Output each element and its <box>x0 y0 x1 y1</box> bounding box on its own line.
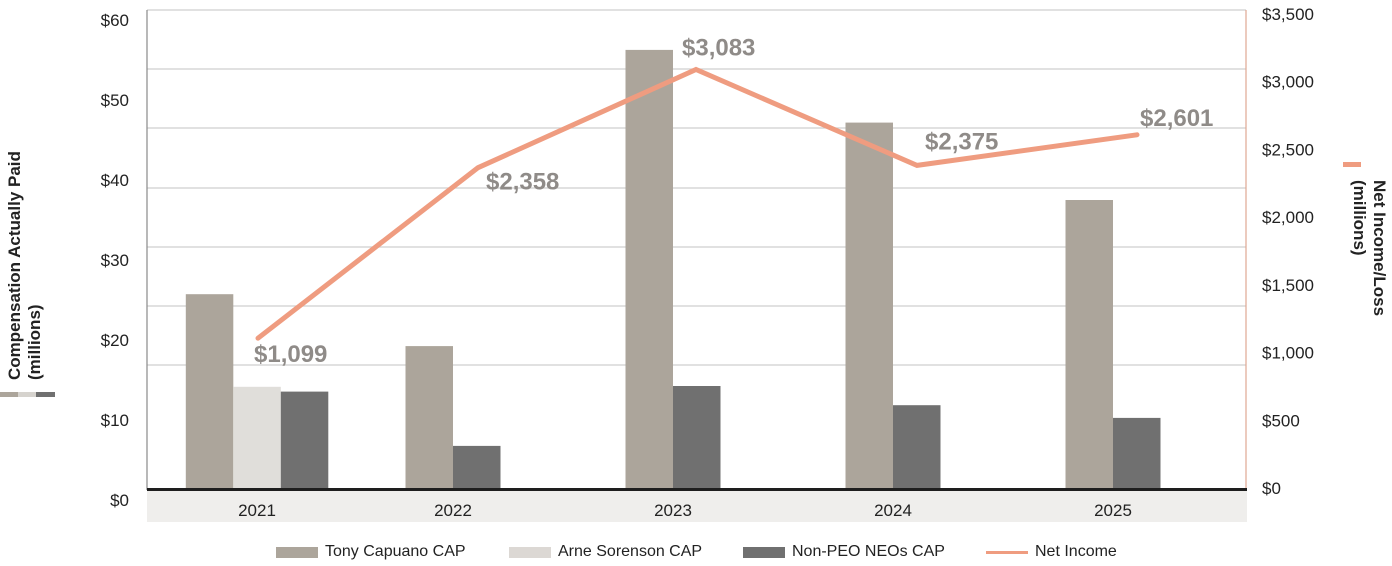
legend-swatch-tony <box>276 546 318 558</box>
bar-tony-capuano-cap-2021 <box>185 294 234 489</box>
bar-non-peo-neos-cap-2022 <box>453 445 501 489</box>
left-axis-series-key <box>0 392 55 397</box>
legend-item-net-income: Net Income <box>986 540 1117 564</box>
left-key-neo <box>36 392 55 397</box>
bar-arne-sorenson-cap-2021 <box>233 386 281 489</box>
legend-item-neo: Non-PEO NEOs CAP <box>743 540 945 564</box>
net-income-data-label-2025: $2,601 <box>1140 105 1213 132</box>
legend: Tony Capuano CAP Arne Sorenson CAP Non-P… <box>0 540 1392 564</box>
bar-non-peo-neos-cap-2021 <box>280 391 329 489</box>
gridlines <box>147 9 1246 366</box>
bar-tony-capuano-cap-2025 <box>1065 200 1113 489</box>
bar-tony-capuano-cap-2022 <box>405 346 453 489</box>
right-axis-title-group: Net Income/Loss (millions) <box>1350 180 1389 316</box>
category-label: 2023 <box>654 501 692 520</box>
net-income-line-layer: $1,099 $2,358 $3,083 $2,375 $2,601 <box>254 34 1213 368</box>
left-tick-label: $50 <box>101 91 129 110</box>
right-tick-label: $3,500 <box>1262 5 1314 24</box>
category-label: 2024 <box>874 501 912 520</box>
chart: $1,099$2,358$3,083$2,375$2,601 $0$10$20$… <box>0 5 1389 522</box>
bars <box>185 49 1161 490</box>
right-tick-label: $0 <box>1262 479 1281 498</box>
legend-swatch-net-income <box>986 550 1028 554</box>
left-tick-label: $10 <box>101 411 129 430</box>
bar-non-peo-neos-cap-2023 <box>673 386 721 489</box>
left-axis-ticks: $0 $10 $20 $30 $40 $50 $60 <box>101 11 129 510</box>
bar-non-peo-neos-cap-2024 <box>893 405 941 489</box>
left-tick-label: $0 <box>110 491 129 510</box>
net-income-data-label-2021: $1,099 <box>254 341 327 368</box>
left-axis-title: Compensation Actually Paid <box>5 151 24 380</box>
legend-label-net-income: Net Income <box>1035 543 1117 560</box>
legend-swatch-neo <box>743 546 785 558</box>
left-key-arne <box>18 392 36 397</box>
category-label: 2022 <box>434 501 472 520</box>
legend-swatch-arne <box>509 546 551 558</box>
left-axis-subtitle: (millions) <box>25 304 44 380</box>
right-tick-label: $1,500 <box>1262 276 1314 295</box>
bar-non-peo-neos-cap-2025 <box>1113 417 1161 489</box>
net-income-data-label-2024: $2,375 <box>925 128 998 155</box>
right-axis-ticks: $0 $500 $1,000 $1,500 $2,000 $2,500 $3,000 $3,5… <box>1262 5 1314 498</box>
right-axis-title: Net Income/Loss <box>1370 180 1389 316</box>
right-tick-label: $500 <box>1262 411 1300 430</box>
right-tick-label: $2,500 <box>1262 140 1314 159</box>
legend-item-arne: Arne Sorenson CAP <box>509 540 702 564</box>
legend-item-tony: Tony Capuano CAP <box>276 540 466 564</box>
right-axis-subtitle: (millions) <box>1350 180 1369 256</box>
right-tick-label: $1,000 <box>1262 344 1314 363</box>
left-tick-label: $60 <box>101 11 129 30</box>
right-tick-label: $2,000 <box>1262 208 1314 227</box>
net-income-data-label-2022: $2,358 <box>486 169 559 196</box>
left-tick-label: $40 <box>101 171 129 190</box>
category-label: 2021 <box>238 501 276 520</box>
left-tick-label: $20 <box>101 331 129 350</box>
net-income-data-label-2023: $3,083 <box>682 34 755 61</box>
legend-label-neo: Non-PEO NEOs CAP <box>792 543 945 560</box>
legend-label-tony: Tony Capuano CAP <box>325 543 466 560</box>
legend-label-arne: Arne Sorenson CAP <box>558 543 703 560</box>
left-key-tony <box>0 392 18 397</box>
category-band <box>147 491 1247 522</box>
net-income-line <box>255 66 1140 341</box>
category-label: 2025 <box>1094 501 1132 520</box>
right-tick-label: $3,000 <box>1262 73 1314 92</box>
bar-tony-capuano-cap-2024 <box>845 122 893 489</box>
right-key-net-income <box>1343 162 1361 167</box>
category-labels: 2021 2022 2023 2024 2025 <box>238 501 1132 520</box>
left-axis-title-group: Compensation Actually Paid (millions) <box>5 151 44 380</box>
bar-tony-capuano-cap-2023 <box>625 49 673 490</box>
left-tick-label: $30 <box>101 251 129 270</box>
